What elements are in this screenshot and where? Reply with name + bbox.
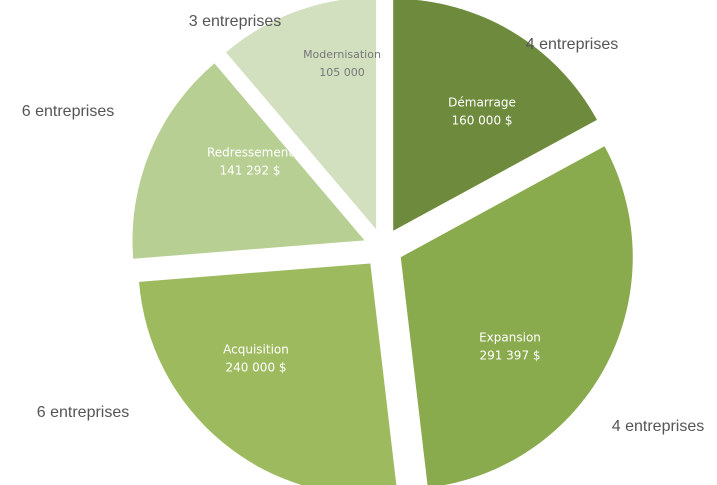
slice-label: Expansion [479, 331, 541, 345]
slice-label: Acquisition [223, 343, 289, 357]
slice-annotation: 4 entreprises [526, 36, 619, 53]
slice-label: Modernisation [303, 48, 381, 61]
pie-slice [393, 0, 597, 231]
slice-value-label: 160 000 $ [451, 114, 512, 128]
slice-value-label: 105 000 [319, 66, 365, 79]
pie-slice [139, 263, 397, 485]
slice-annotation: 6 entreprises [22, 103, 115, 120]
slice-label: Démarrage [448, 96, 516, 110]
slice-label: Redressement [207, 146, 293, 160]
slice-annotation: 6 entreprises [37, 404, 130, 421]
slice-annotation: 4 entreprises [612, 418, 705, 435]
pie-slice [132, 63, 365, 259]
slice-value-label: 291 397 $ [479, 349, 540, 363]
pie-slice [226, 0, 377, 230]
slice-value-label: 240 000 $ [225, 361, 286, 375]
pie-slice [400, 146, 633, 485]
slice-value-label: 141 292 $ [219, 164, 280, 178]
slice-annotation: 3 entreprises [189, 13, 282, 30]
